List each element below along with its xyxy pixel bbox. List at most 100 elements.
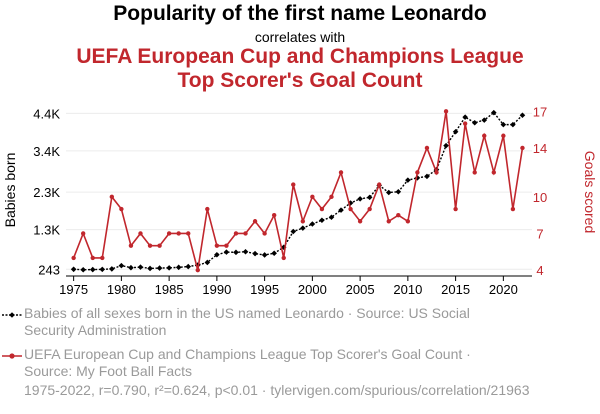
chart-subtitle: UEFA European Cup and Champions League T… (0, 45, 600, 93)
point-goals (367, 206, 372, 212)
point-babies (137, 264, 144, 270)
point-goals (157, 243, 162, 248)
x-tick-label: 2010 (393, 282, 422, 297)
point-babies (290, 228, 297, 235)
point-babies (223, 249, 230, 255)
x-tick-label: 2020 (489, 282, 518, 297)
point-goals (462, 121, 468, 126)
point-goals (396, 212, 401, 218)
legend-label-babies-line2: Security Administration (24, 322, 167, 338)
x-tick-label: 1975 (59, 282, 88, 297)
point-goals (205, 206, 210, 212)
point-babies (491, 109, 497, 116)
series-goals-line (72, 111, 524, 271)
point-babies (80, 266, 86, 273)
point-goals (434, 170, 439, 175)
gridlines (66, 112, 532, 270)
point-babies (471, 119, 478, 126)
point-goals (186, 231, 191, 236)
point-goals (109, 194, 115, 200)
point-goals (520, 145, 525, 151)
point-goals (214, 243, 220, 248)
x-tick-label: 1980 (107, 282, 136, 297)
point-goals (233, 231, 239, 236)
point-goals (291, 182, 296, 187)
point-babies (118, 262, 125, 269)
point-babies (405, 177, 411, 183)
series-goals (71, 109, 525, 273)
point-goals (80, 231, 86, 236)
point-goals (252, 219, 258, 224)
x-tick-label: 2005 (346, 282, 375, 297)
point-goals (386, 219, 391, 224)
point-goals (424, 145, 430, 151)
series-babies-line (73, 111, 523, 271)
x-tick-label: 1985 (155, 282, 184, 297)
chart-connector: correlates with (254, 29, 346, 45)
point-goals (357, 219, 363, 224)
y-right-tick-label: 17 (533, 104, 547, 119)
y-left-tick-label: 3.4K (33, 144, 60, 159)
point-babies (395, 188, 402, 195)
point-goals (224, 243, 229, 248)
point-goals (443, 109, 449, 114)
chart-subtitle-line1: UEFA European Cup and Champions League (76, 45, 524, 68)
y-right-tick-label: 7 (536, 226, 543, 241)
point-goals (195, 267, 200, 273)
point-babies (309, 221, 316, 227)
point-babies (347, 200, 354, 206)
point-goals (453, 206, 458, 212)
legend-label-babies: Babies of all sexes born in the US named… (24, 305, 524, 339)
x-tick-label: 1995 (250, 282, 279, 297)
point-babies (89, 266, 96, 273)
legend-marker-babies (2, 312, 22, 318)
point-babies (214, 251, 220, 258)
point-goals (119, 206, 124, 212)
legend-label-goals-line1: UEFA European Cup and Champions League T… (24, 346, 471, 362)
point-goals (100, 255, 105, 261)
point-goals (147, 243, 153, 248)
x-tick-label: 1990 (202, 282, 231, 297)
point-goals (329, 194, 334, 200)
point-babies (147, 265, 153, 272)
point-goals (71, 255, 76, 261)
y-left-tick-label: 243 (38, 262, 60, 277)
point-babies (357, 196, 363, 202)
x-tick-label: 2000 (298, 282, 327, 297)
point-babies (328, 214, 335, 221)
point-goals (338, 170, 344, 175)
point-babies (166, 265, 172, 271)
point-goals (405, 219, 411, 224)
point-goals (166, 231, 172, 236)
point-babies (452, 128, 459, 135)
point-goals (348, 206, 353, 212)
point-goals (128, 243, 134, 248)
chart-title: Popularity of the first name Leonardo (113, 2, 487, 25)
point-babies (252, 250, 258, 257)
point-babies (519, 112, 526, 119)
point-babies (204, 259, 211, 266)
point-babies (271, 250, 277, 257)
point-babies (156, 265, 163, 271)
legend-label-goals: UEFA European Cup and Champions League T… (24, 346, 524, 380)
point-babies (319, 217, 325, 224)
point-goals (510, 206, 516, 212)
point-babies (385, 189, 392, 196)
x-tick-label: 2015 (441, 282, 470, 297)
point-babies (443, 142, 449, 149)
point-goals (501, 133, 506, 138)
axes: 243 1.3K 2.3K 3.4K 4.4K 4 7 10 14 17 1975 1980 1985 1… (2, 104, 598, 297)
footer-stats: 1975-2022, r=0.790, r²=0.624, p<0.01 · t… (24, 382, 530, 398)
point-babies (261, 252, 268, 258)
point-goals (482, 133, 487, 138)
y-right-tick-label: 4 (536, 263, 543, 278)
y-left-tick-label: 2.3K (33, 185, 60, 200)
point-babies (242, 248, 249, 255)
point-goals (377, 182, 382, 187)
point-babies (300, 225, 306, 231)
point-goals (243, 231, 248, 236)
point-babies (366, 194, 373, 201)
point-babies (338, 207, 344, 213)
y-right-tick-label: 10 (533, 190, 547, 205)
